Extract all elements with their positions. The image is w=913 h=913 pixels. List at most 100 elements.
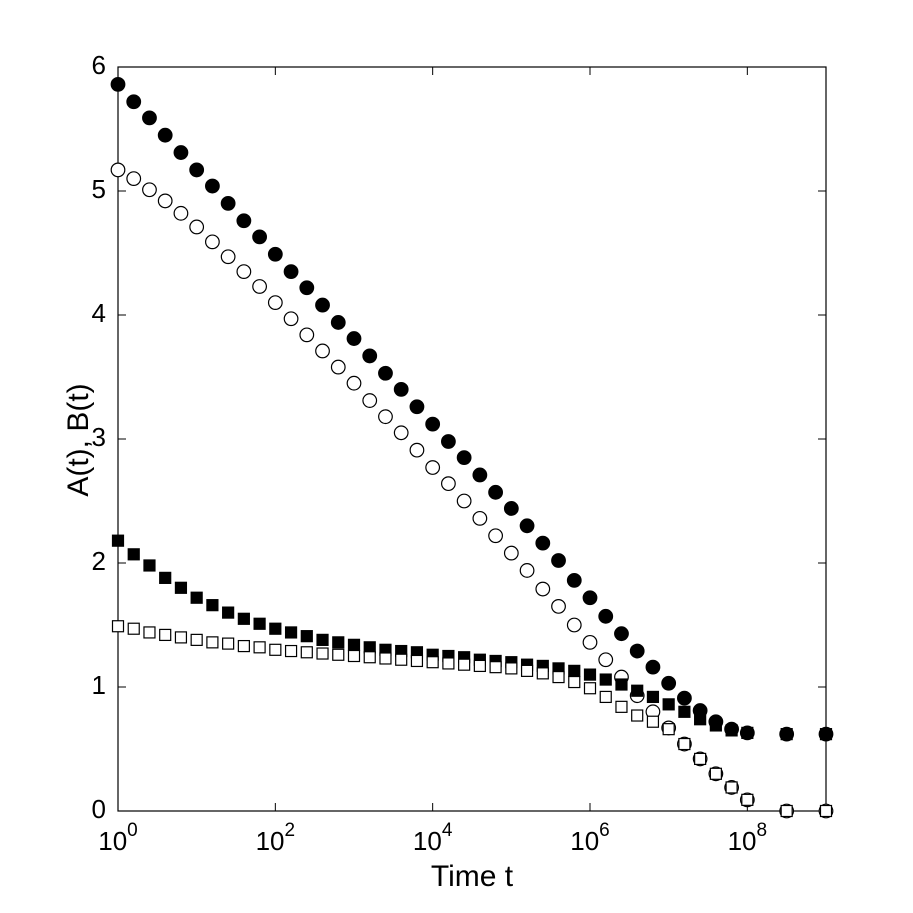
- square-marker: [174, 631, 188, 644]
- square-marker: [316, 647, 329, 660]
- circle-marker: [378, 409, 393, 425]
- square-marker: [568, 664, 581, 677]
- square-marker: [347, 638, 361, 651]
- circle-marker: [614, 626, 629, 642]
- square-marker: [332, 636, 345, 649]
- square-marker: [599, 690, 612, 704]
- circle-marker: [456, 450, 472, 466]
- circle-marker: [519, 563, 535, 578]
- circle-marker: [142, 182, 157, 198]
- square-marker: [568, 675, 581, 689]
- square-marker: [111, 534, 125, 547]
- square-marker: [159, 571, 172, 584]
- circle-marker: [535, 581, 551, 597]
- circle-marker: [157, 193, 173, 209]
- square-marker: [143, 559, 156, 572]
- square-marker: [284, 644, 298, 658]
- square-marker: [442, 657, 455, 670]
- y-tick-label: 4: [92, 298, 106, 328]
- circle-marker: [330, 359, 346, 375]
- square-marker: [662, 698, 675, 711]
- circle-marker: [205, 234, 220, 250]
- square-marker: [111, 620, 125, 633]
- circle-marker: [142, 110, 157, 126]
- square-marker: [709, 767, 722, 780]
- circle-marker: [503, 545, 519, 561]
- circle-marker: [299, 327, 315, 343]
- square-marker: [631, 684, 644, 697]
- x-tick-base: 10: [728, 826, 757, 856]
- square-marker: [552, 670, 565, 684]
- square-marker: [316, 633, 329, 646]
- square-marker: [662, 723, 675, 736]
- square-marker: [237, 639, 250, 653]
- circle-marker: [393, 425, 409, 441]
- x-tick-base: 10: [256, 826, 285, 856]
- circle-marker: [267, 295, 283, 311]
- circle-marker: [582, 590, 598, 606]
- square-marker: [505, 662, 518, 675]
- circle-marker: [236, 213, 252, 229]
- y-tick-label: 1: [92, 670, 106, 700]
- square-marker: [694, 713, 707, 726]
- circle-marker: [409, 399, 425, 415]
- x-tick-exponent: 4: [442, 820, 453, 841]
- circle-marker: [252, 279, 268, 294]
- square-marker: [410, 654, 424, 668]
- y-tick-label: 2: [92, 546, 106, 576]
- square-marker: [631, 709, 644, 722]
- circle-marker: [236, 264, 252, 280]
- y-tick-label: 3: [92, 422, 106, 452]
- x-tick-exponent: 0: [127, 820, 138, 841]
- square-marker: [741, 793, 754, 806]
- square-marker: [678, 737, 691, 751]
- x-tick-exponent: 6: [599, 820, 610, 841]
- x-tick-label: 100: [98, 820, 138, 856]
- square-marker: [253, 641, 266, 654]
- square-marker: [583, 682, 597, 695]
- square-marker: [206, 599, 219, 612]
- square-marker: [819, 728, 833, 741]
- circle-marker: [425, 460, 441, 475]
- circle-marker: [189, 162, 205, 178]
- circle-marker: [519, 518, 535, 534]
- square-marker: [284, 626, 298, 639]
- x-tick-label: 106: [570, 820, 610, 856]
- square-marker: [190, 591, 203, 604]
- circle-marker: [252, 229, 268, 245]
- circle-marker: [472, 510, 488, 526]
- circle-marker: [677, 690, 692, 706]
- circle-marker: [110, 76, 126, 92]
- square-marker: [332, 648, 345, 661]
- circle-marker: [409, 442, 425, 458]
- y-tick-label: 5: [92, 174, 106, 204]
- square-marker: [780, 804, 793, 818]
- square-marker: [489, 661, 502, 674]
- y-tick-label: 0: [92, 794, 106, 824]
- circle-marker: [220, 249, 236, 265]
- square-marker: [143, 626, 156, 639]
- circle-marker: [441, 476, 456, 492]
- square-marker: [237, 612, 250, 625]
- circle-marker: [205, 178, 220, 194]
- circle-marker: [315, 343, 330, 359]
- circle-marker: [220, 195, 236, 211]
- x-tick-label: 102: [256, 820, 296, 856]
- circle-marker: [126, 171, 142, 187]
- x-tick-base: 10: [98, 826, 127, 856]
- square-marker: [269, 622, 282, 635]
- square-marker: [363, 651, 376, 664]
- square-marker: [725, 781, 738, 794]
- square-marker: [780, 728, 793, 741]
- circle-marker: [472, 467, 488, 483]
- square-marker: [615, 678, 628, 691]
- circle-marker: [488, 484, 504, 500]
- circle-marker: [157, 127, 173, 143]
- square-marker: [300, 630, 313, 643]
- x-tick-base: 10: [413, 826, 442, 856]
- y-axis-label: A(t), B(t): [62, 383, 95, 496]
- circle-marker: [456, 493, 472, 509]
- x-tick-base: 10: [570, 826, 599, 856]
- square-marker: [536, 667, 549, 680]
- circle-marker: [661, 675, 677, 691]
